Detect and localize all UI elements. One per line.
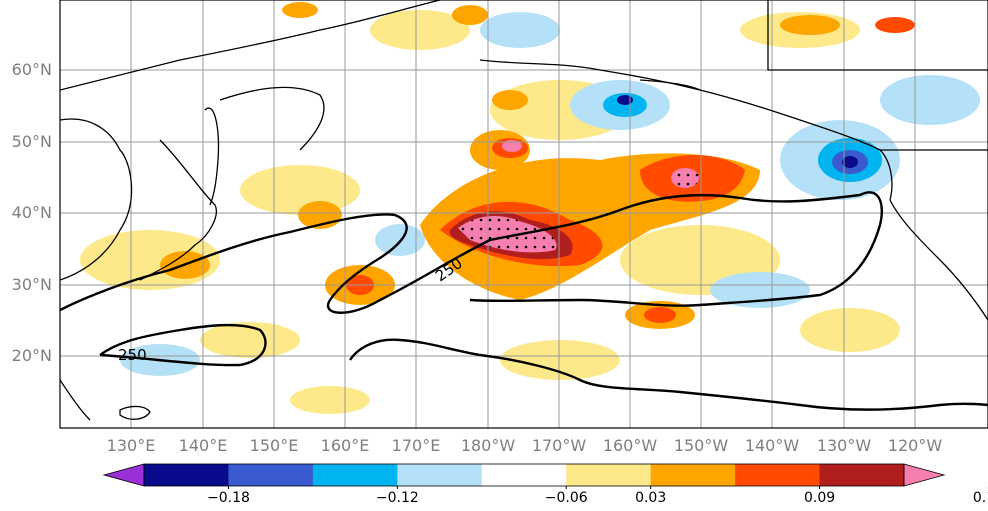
latitude-label: 40°N xyxy=(11,203,52,222)
longitude-label: 140°W xyxy=(744,436,800,455)
longitude-label: 160°W xyxy=(602,436,658,455)
contour-label-250-b: 250 xyxy=(118,346,147,364)
colorbar-tick-label: −0.06 xyxy=(544,490,588,506)
longitude-label: 130°W xyxy=(816,436,872,455)
colorbar-tick-label: −0.12 xyxy=(375,490,419,506)
longitude-label: 140°E xyxy=(178,436,228,455)
anomaly-field xyxy=(80,2,980,414)
colorbar-tick-label: −0.18 xyxy=(206,490,250,506)
colorbar-tick-label: 0.09 xyxy=(803,490,836,506)
longitude-label: 170°W xyxy=(531,436,587,455)
latitude-label: 60°N xyxy=(11,60,52,79)
coastlines xyxy=(60,0,988,421)
longitude-label: 120°W xyxy=(887,436,943,455)
longitude-label: 160°E xyxy=(320,436,370,455)
longitude-label: 130°E xyxy=(106,436,156,455)
latitude-label: 30°N xyxy=(11,275,52,294)
longitude-label: 170°E xyxy=(391,436,441,455)
latitude-label: 50°N xyxy=(11,132,52,151)
colorbar-tick-label: 0.03 xyxy=(635,490,667,506)
latitude-label: 20°N xyxy=(11,346,52,365)
map-frame xyxy=(59,0,988,429)
contour-250 xyxy=(60,191,988,411)
longitude-label: 150°E xyxy=(249,436,299,455)
colorbar-tick-label: 0.15 xyxy=(972,490,988,506)
longitude-label: 150°W xyxy=(673,436,729,455)
longitude-label: 180°W xyxy=(460,436,516,455)
